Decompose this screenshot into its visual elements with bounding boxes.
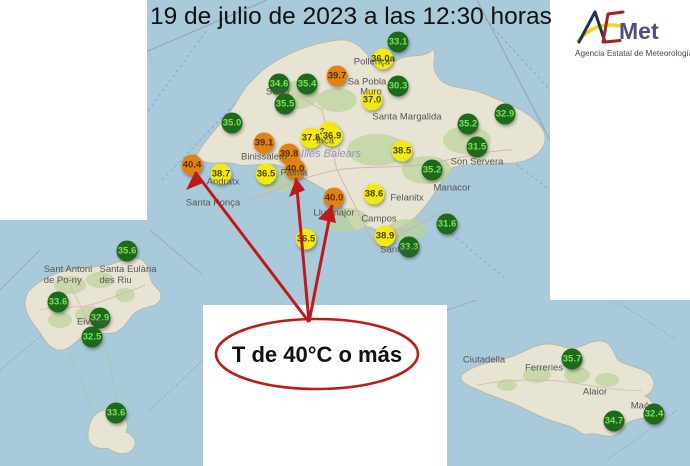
- svg-text:Met: Met: [619, 18, 659, 44]
